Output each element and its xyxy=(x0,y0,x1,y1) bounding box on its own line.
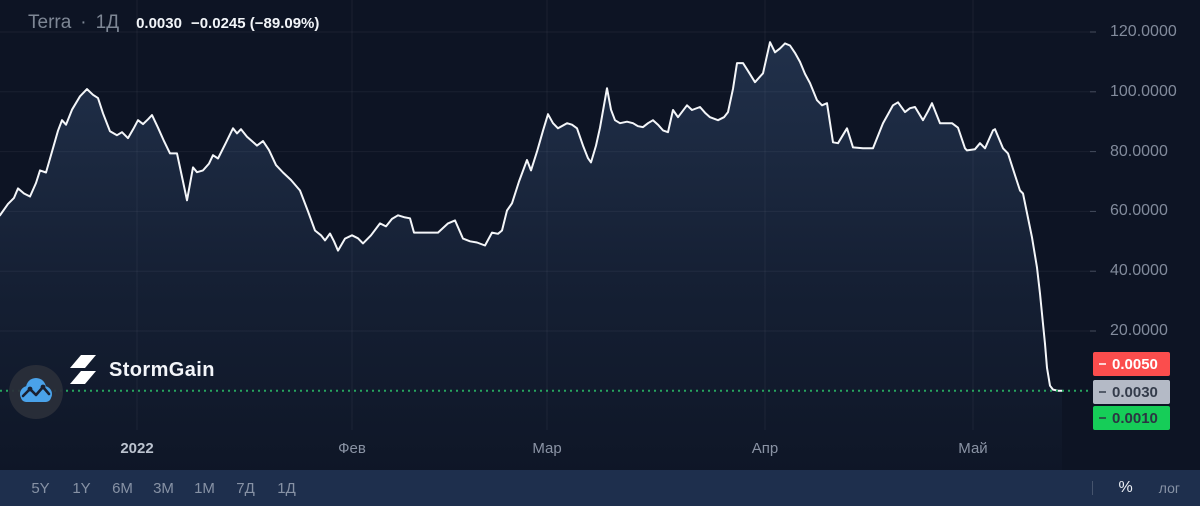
range-button-1d[interactable]: 1Д xyxy=(277,479,296,497)
tag-price-value: 0.0030 xyxy=(1112,383,1158,401)
brand-name: StormGain xyxy=(109,358,215,381)
range-button-5y[interactable]: 5Y xyxy=(31,479,50,497)
y-axis-label: 80.0000 xyxy=(1110,142,1168,160)
x-axis-label: Апр xyxy=(751,440,779,457)
x-axis-label: Май xyxy=(958,440,988,457)
tag-tick-dash xyxy=(1099,363,1106,365)
brand-watermark: StormGain xyxy=(70,355,215,385)
series-area-fill xyxy=(0,42,1062,470)
last-price: 0.0030 xyxy=(136,15,182,32)
price-change: −0.0245 (−89.09%) xyxy=(190,15,320,32)
lightning-bolt-icon xyxy=(70,355,96,384)
separator-dot: · xyxy=(80,12,87,33)
x-axis-label: Фев xyxy=(338,440,366,457)
tag-tick-dash xyxy=(1099,391,1106,393)
timeframe-label[interactable]: 1Д xyxy=(95,12,120,33)
y-axis-ticks xyxy=(1090,31,1096,332)
range-button-6m[interactable]: 6M xyxy=(112,479,133,497)
x-axis-label: 2022 xyxy=(120,440,154,457)
range-button-3m[interactable]: 3M xyxy=(153,479,174,497)
current-price-tag: 0.0030 xyxy=(1093,380,1170,404)
y-axis-label: 40.0000 xyxy=(1110,262,1168,280)
percent-scale-button[interactable]: % xyxy=(1118,479,1133,496)
y-axis-label: 100.0000 xyxy=(1110,82,1177,100)
series-line xyxy=(0,41,1063,392)
cloud-chart-icon xyxy=(20,378,52,402)
y-axis-label: 20.0000 xyxy=(1110,322,1168,339)
range-button-7d[interactable]: 7Д xyxy=(236,479,255,497)
lower-price-level-tag[interactable]: 0.0010 xyxy=(1093,406,1170,430)
price-chart[interactable] xyxy=(0,0,1200,470)
symbol-name[interactable]: Terra xyxy=(28,12,72,33)
range-button-1y[interactable]: 1Y xyxy=(72,479,91,497)
tag-price-value: 0.0050 xyxy=(1112,355,1158,373)
tag-tick-dash xyxy=(1099,417,1106,419)
bottom-toolbar: 5Y 1Y 6M 3M 1M 7Д 1Д % лог xyxy=(0,470,1200,506)
range-selector: 5Y 1Y 6M 3M 1M 7Д 1Д xyxy=(30,480,297,497)
chart-header: Terra · 1Д 0.0030 −0.0245 (−89.09%) xyxy=(28,12,319,34)
chart-style-button[interactable] xyxy=(8,364,64,420)
y-axis-label: 60.0000 xyxy=(1110,202,1168,220)
upper-price-level-tag[interactable]: 0.0050 xyxy=(1093,352,1170,376)
toolbar-divider xyxy=(1091,481,1093,495)
range-button-1m[interactable]: 1M xyxy=(194,479,215,497)
log-scale-button[interactable]: лог xyxy=(1158,480,1180,496)
tag-price-value: 0.0010 xyxy=(1112,409,1158,427)
y-axis-label: 120.0000 xyxy=(1110,23,1177,40)
toolbar-right: % лог xyxy=(1091,479,1180,497)
x-axis-label: Мар xyxy=(532,440,562,457)
